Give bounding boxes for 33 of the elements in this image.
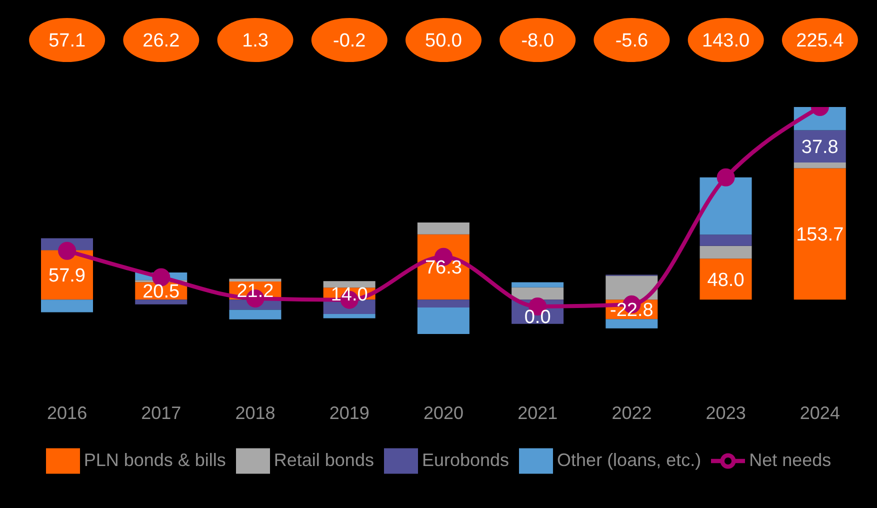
data-label: -22.8 xyxy=(610,300,654,322)
legend-label: Retail bonds xyxy=(274,450,374,470)
data-label: 76.3 xyxy=(424,258,462,279)
x-tick-label: 2022 xyxy=(612,402,652,423)
annotation: 26.2 xyxy=(142,30,180,52)
annotation: 143.0 xyxy=(702,30,750,52)
annotation: -0.2 xyxy=(333,30,366,52)
x-tick-label: 2021 xyxy=(518,402,558,423)
legend-label: Other (loans, etc.) xyxy=(557,450,702,470)
x-tick-label: 2020 xyxy=(423,402,464,423)
data-label: 48.0 xyxy=(707,270,744,291)
data-label: 20.5 xyxy=(142,282,180,303)
x-tick-label: 2016 xyxy=(47,402,88,423)
data-label: 57.9 xyxy=(48,266,86,287)
annotation: 1.3 xyxy=(242,30,268,52)
x-tick-label: 2024 xyxy=(800,402,840,423)
data-label: 153.7 xyxy=(796,224,844,246)
data-label: 0.0 xyxy=(524,306,551,328)
annotation: 225.4 xyxy=(796,30,844,52)
x-tick-label: 2023 xyxy=(706,402,746,423)
x-tick-label: 2018 xyxy=(235,402,276,423)
x-tick-label: 2017 xyxy=(141,402,182,423)
data-label: 37.8 xyxy=(801,137,838,158)
x-tick-label: 2019 xyxy=(329,402,370,423)
annotation: -5.6 xyxy=(615,30,648,52)
data-label: 21.2 xyxy=(236,281,274,302)
legend-label: Eurobonds xyxy=(422,450,510,470)
annotation: -8.0 xyxy=(521,30,554,52)
annotation: 57.1 xyxy=(48,30,86,52)
legend-label: Net needs xyxy=(749,450,832,470)
legend-label: PLN bonds & bills xyxy=(84,450,226,470)
annotation: 50.0 xyxy=(425,30,462,52)
data-label: 14.0 xyxy=(330,284,368,306)
